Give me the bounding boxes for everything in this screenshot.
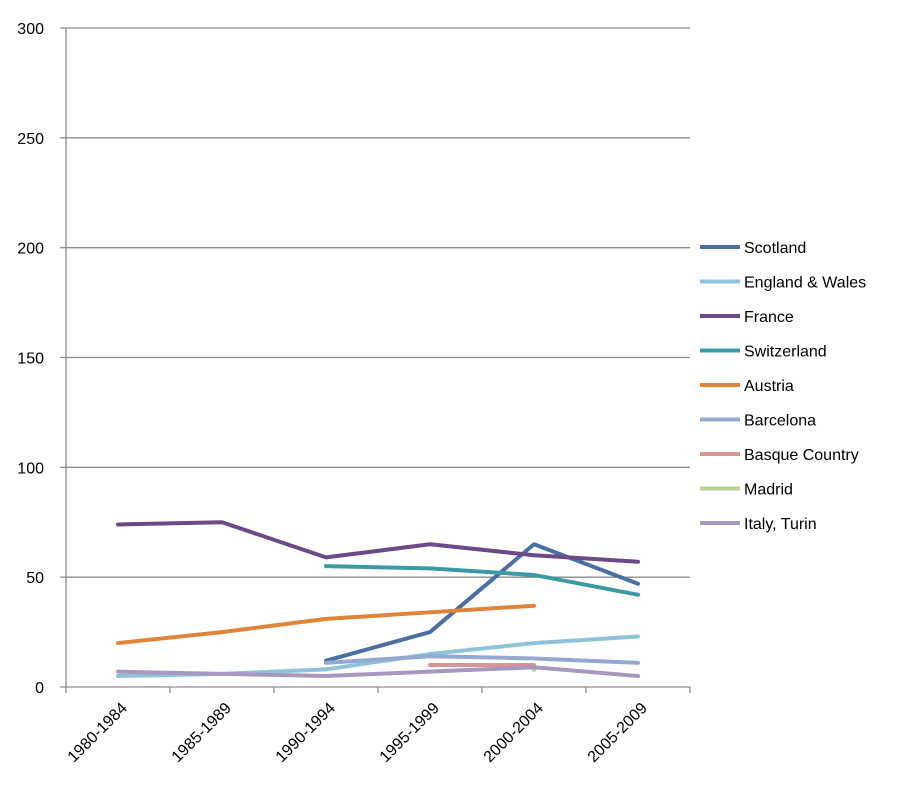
series-line-switzerland (324, 564, 640, 597)
legend-label-switzerland: Switzerland (744, 344, 827, 361)
legend-label-austria: Austria (744, 378, 794, 395)
legend-label-madrid: Madrid (744, 482, 793, 499)
axes (60, 27, 691, 693)
y-tick-label: 100 (17, 460, 44, 477)
y-tick-label: 0 (35, 680, 44, 697)
x-tick-label: 2005-2009 (585, 700, 651, 766)
legend: Scotland England & Wales France Switzerland… (700, 240, 866, 533)
series-line-france (116, 520, 640, 564)
x-tick-label: 2000-2004 (481, 700, 547, 766)
y-tick-label: 200 (17, 241, 44, 258)
y-tick-label: 250 (17, 131, 44, 148)
legend-label-basque-country: Basque Country (744, 447, 859, 464)
x-tick-label: 1980-1984 (65, 700, 131, 766)
x-tick-labels: 1980-1984 1985-1989 1990-1994 1995-1999 2000… (65, 700, 651, 766)
legend-label-italy-turin: Italy, Turin (744, 516, 817, 533)
y-tick-label: 150 (17, 351, 44, 368)
series-line-austria (116, 603, 536, 646)
legend-label-france: France (744, 309, 794, 326)
x-tick-label: 1990-1994 (273, 700, 339, 766)
x-tick-label: 1995-1999 (377, 700, 443, 766)
gridlines (66, 27, 690, 578)
legend-label-scotland: Scotland (744, 240, 806, 257)
series-lines (116, 520, 640, 679)
series-line-barcelona (324, 654, 640, 665)
y-tick-label: 50 (26, 570, 44, 587)
y-tick-labels: 0 50 100 150 200 250 300 (17, 21, 44, 697)
legend-label-england-wales: England & Wales (744, 275, 866, 292)
series-line-scotland (324, 542, 640, 663)
x-tick-label: 1985-1989 (169, 700, 235, 766)
y-tick-label: 300 (17, 21, 44, 38)
series-line-italy-turin (116, 665, 640, 679)
legend-label-barcelona: Barcelona (744, 413, 816, 430)
